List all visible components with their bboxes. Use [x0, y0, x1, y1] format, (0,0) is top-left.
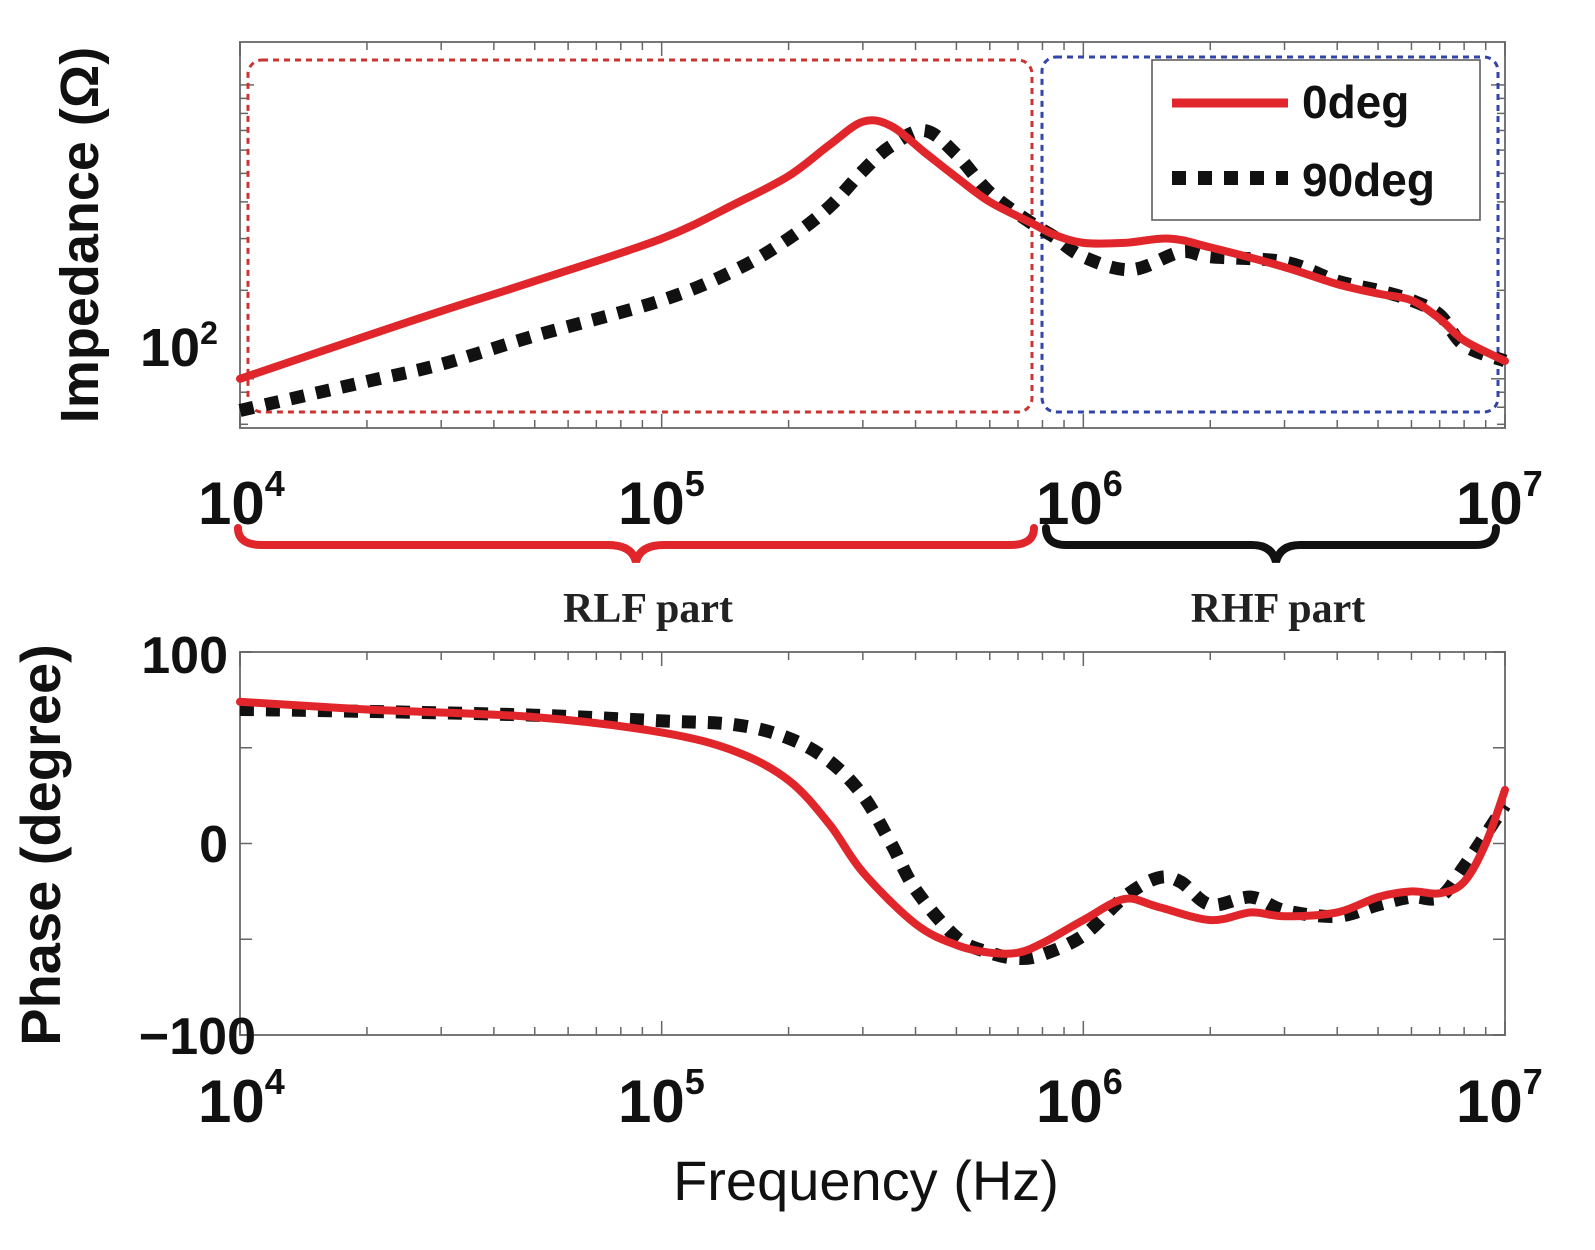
rhf-brace: [1042, 524, 1500, 564]
phase-y-axis-label: Phase (degree): [9, 644, 72, 1046]
phase-xtick-labels: 104 105 106 107: [198, 1061, 1543, 1135]
phase-series-90deg: [239, 703, 1511, 965]
impedance-xtick-labels: 104 105 106 107: [198, 463, 1543, 537]
rlf-region-box: [246, 58, 1034, 414]
legend-box: [1151, 59, 1481, 221]
phase-xtick-label: 106: [1036, 1061, 1123, 1135]
legend-label-0deg: 0deg: [1302, 76, 1409, 128]
phase-ytick-label: 0: [199, 816, 228, 874]
impedance-ytick-label: 102: [140, 315, 218, 378]
impedance-series-0deg: [236, 116, 1509, 383]
impedance-x-minor-ticks: [239, 42, 1506, 428]
impedance-plot: 0deg 90deg 102 Impedance (Ω) 104 105 106…: [50, 41, 1543, 537]
phase-ytick-label: −100: [139, 1008, 256, 1066]
phase-y-ticks: [240, 651, 1505, 1036]
impedance-xtick-label: 105: [618, 463, 705, 537]
phase-plot: 100 0 −100 Phase (degree) 104 105 106 10…: [9, 627, 1543, 1212]
phase-series-0deg: [236, 697, 1509, 958]
rlf-brace: [234, 524, 1038, 564]
impedance-xtick-label: 104: [198, 463, 285, 537]
phase-x-axis-label: Frequency (Hz): [673, 1149, 1059, 1212]
phase-ytick-label: 100: [141, 627, 228, 685]
impedance-xtick-label: 107: [1456, 463, 1543, 537]
svg-text:102: 102: [140, 315, 218, 378]
phase-xtick-label: 104: [198, 1061, 285, 1135]
legend: 0deg 90deg: [1151, 59, 1481, 221]
phase-x-minor-ticks: [239, 652, 1506, 1035]
phase-xtick-label: 107: [1456, 1061, 1543, 1135]
phase-xtick-label: 105: [618, 1061, 705, 1135]
rhf-part-label: RHF part: [1191, 586, 1366, 632]
impedance-y-axis-label: Impedance (Ω): [50, 47, 110, 423]
rlf-part-label: RLF part: [563, 586, 733, 632]
region-annotations: RLF part RHF part: [234, 524, 1500, 632]
legend-label-90deg: 90deg: [1302, 154, 1435, 206]
